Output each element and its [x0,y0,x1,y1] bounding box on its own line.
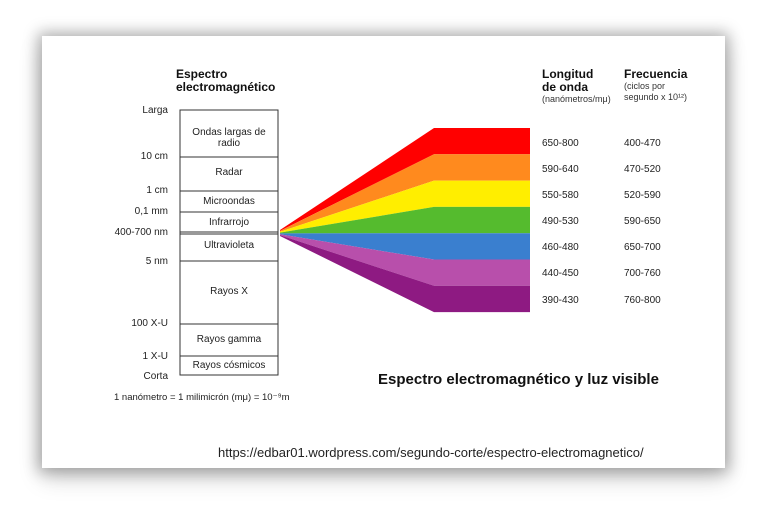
fan-band [280,128,530,231]
wavelength-value: 440-450 [542,268,579,279]
scale-label-01mm: 0,1 mm [134,206,168,217]
spectrum-column [179,109,279,376]
scale-label-visible: 400-700 nm [114,227,168,238]
scale-label-1xu: 1 X-U [142,351,168,362]
frequency-value: 760-800 [624,295,661,306]
fan-band [280,234,530,286]
band-infrared: Infrarrojo [208,217,249,228]
wavelength-value: 490-530 [542,216,579,227]
frequency-value: 520-590 [624,190,661,201]
band-long-radio: Ondas largas de radio [192,127,266,149]
wavelength-value: 650-800 [542,138,579,149]
band-cosmic: Rayos cósmicos [192,360,266,371]
scale-label-corta: Corta [143,371,168,382]
frequency-value: 400-470 [624,138,661,149]
scale-label-5nm: 5 nm [145,256,168,267]
wavelength-value: 550-580 [542,190,579,201]
fan-band [280,233,530,260]
fan-band [280,235,530,313]
frequency-header: Frecuencia (ciclos por segundo x 10¹²) [624,67,688,103]
wavelength-value: 460-480 [542,242,579,253]
frequency-value: 470-520 [624,164,661,175]
band-radar: Radar [215,167,243,178]
scale-label-larga: Larga [142,105,168,116]
scale-label-1cm: 1 cm [146,185,168,196]
spectrum-graphic [179,109,530,376]
figure-card: Espectro electromagnético Larga 10 cm 1 … [42,36,725,468]
figure-caption: Espectro electromagnético y luz visible [378,371,659,388]
scale-label-10cm: 10 cm [140,151,168,162]
frequency-value: 650-700 [624,242,661,253]
spectrum-title: Espectro electromagnético [176,67,276,94]
fan-band [280,154,530,232]
wavelength-value: 390-430 [542,295,579,306]
source-url: https://edbar01.wordpress.com/segundo-co… [218,445,644,460]
wavelength-value: 590-640 [542,164,579,175]
wavelength-header: Longitud de onda (nanómetros/mμ) [542,67,611,105]
spectrum-dividers [180,156,278,357]
frequency-value: 700-760 [624,268,661,279]
band-xrays: Rayos X [210,286,248,297]
frequency-value: 590-650 [624,216,661,227]
fan-band [280,180,530,233]
band-microwaves: Microondas [203,196,255,207]
fan-band [280,206,530,234]
visible-light-fan [280,128,530,313]
unit-footnote: 1 nanómetro = 1 milimicrón (mμ) = 10⁻⁹m [114,392,290,403]
band-gamma: Rayos gamma [196,334,262,345]
band-ultraviolet: Ultravioleta [203,240,255,251]
scale-label-100xu: 100 X-U [131,318,168,329]
